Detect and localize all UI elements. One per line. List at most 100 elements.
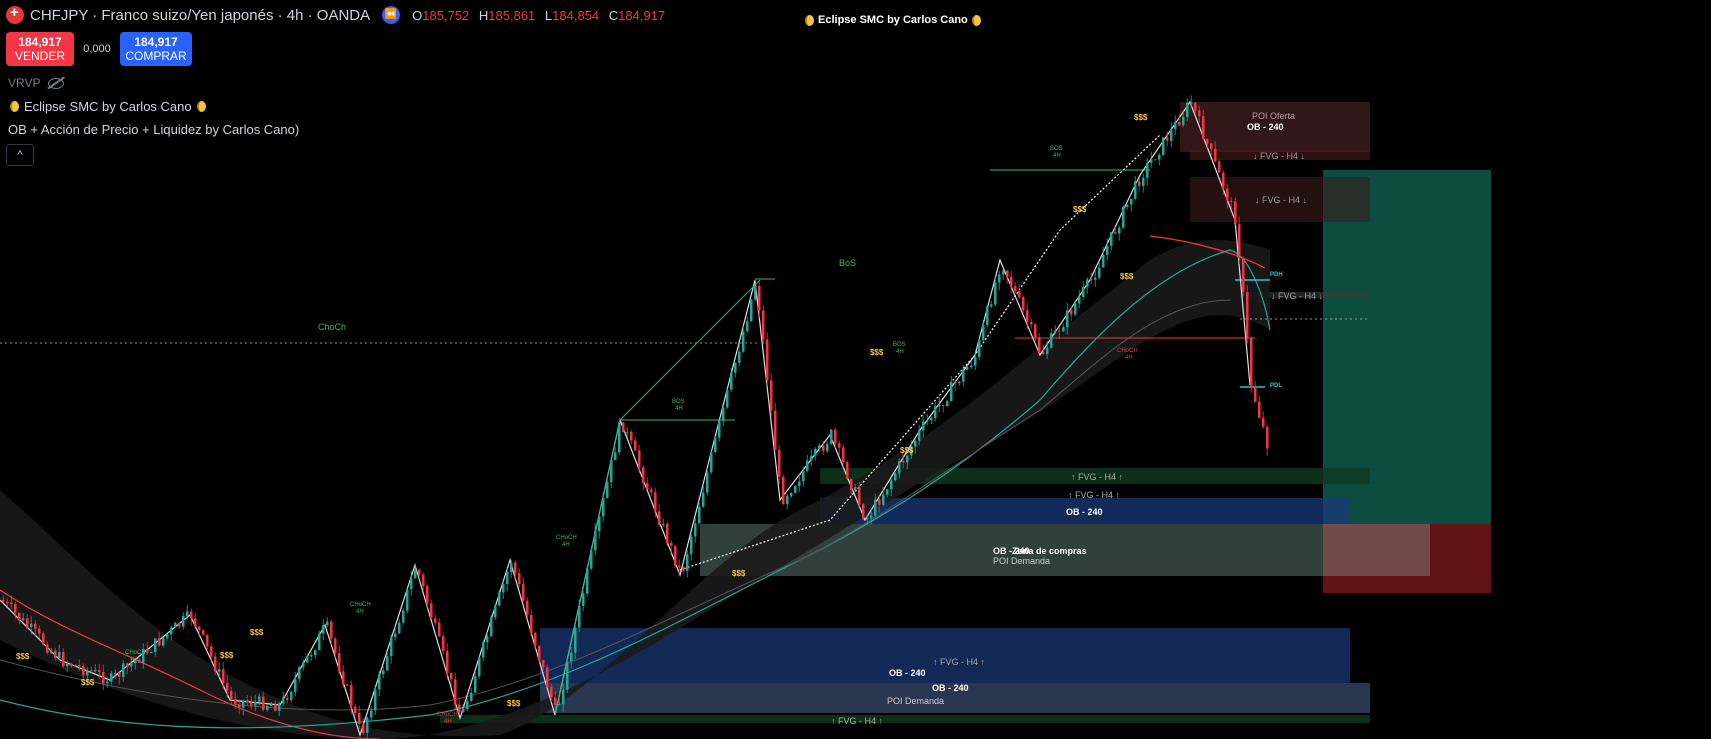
candle-body	[262, 696, 265, 711]
position-target-zone[interactable]	[1323, 170, 1491, 524]
candle-body	[1102, 254, 1105, 268]
candle-body	[1194, 102, 1197, 111]
candle-body	[434, 618, 437, 623]
candle-body	[786, 496, 789, 505]
fvg-up-label-3: ↑ FVG - H4 ↑	[933, 657, 985, 667]
candle-body	[38, 628, 41, 634]
candle-body	[274, 704, 277, 711]
candle-body	[442, 636, 445, 652]
candle-body	[694, 523, 697, 537]
candle-body	[26, 618, 29, 627]
candle-body	[34, 623, 37, 629]
candle-body	[466, 700, 469, 710]
candle-body	[862, 504, 865, 519]
candle-body	[650, 489, 653, 493]
candle-body	[566, 661, 569, 690]
ma-red	[0, 235, 1266, 739]
candle-body	[1238, 224, 1241, 258]
candle-body	[86, 670, 89, 676]
candle-body	[438, 622, 441, 637]
candle-body	[546, 667, 549, 688]
symbol-header[interactable]: CHFJPY · Franco suizo/Yen japonés · 4h ·…	[6, 4, 671, 24]
candle-body	[1026, 310, 1029, 322]
candle-body	[954, 382, 957, 384]
trade-panel: 184,917 VENDER 0,000 184,917 COMPRAR	[6, 32, 192, 66]
ohlc-open-label: O	[412, 7, 423, 23]
candle-body	[18, 612, 21, 621]
liquidity-label-11: $$$	[507, 699, 521, 708]
collapse-legend-button[interactable]: ^	[6, 144, 34, 166]
candle-body	[6, 601, 9, 603]
candle-body	[294, 678, 297, 692]
candle-body	[1018, 291, 1021, 298]
ob-240-top-label: OB - 240	[1247, 122, 1284, 132]
candle-body	[490, 617, 493, 637]
candle-body	[886, 489, 889, 495]
sell-button[interactable]: 184,917 VENDER	[6, 32, 74, 66]
candle-body	[806, 460, 809, 471]
candle-body	[1214, 148, 1217, 162]
ma-gray	[0, 299, 1231, 711]
candle-body	[402, 610, 405, 623]
ob-indicator-label[interactable]: OB + Acción de Precio + Liquidez by Carl…	[8, 122, 300, 137]
candle-body	[1142, 177, 1145, 186]
candle-body	[242, 700, 245, 708]
ohlc-high-label: H	[478, 7, 489, 23]
eclipse-indicator-label[interactable]: Eclipse SMC by Carlos Cano	[24, 99, 192, 114]
fvg-down-label-3: ↓ FVG - H4 ↓	[1271, 291, 1323, 301]
candle-body	[406, 589, 409, 611]
candle-body	[538, 645, 541, 661]
eclipse-indicator[interactable]: Eclipse SMC by Carlos Cano	[10, 99, 206, 114]
moon-icon	[196, 101, 206, 112]
candle-body	[258, 696, 261, 702]
candle-body	[550, 687, 553, 698]
candle-body	[794, 485, 797, 493]
candle-body	[906, 455, 909, 463]
vrvp-indicator[interactable]: VRVP	[8, 76, 65, 90]
candle-body	[422, 574, 425, 587]
candle-body	[762, 310, 765, 340]
ob-indicator[interactable]: OB + Acción de Precio + Liquidez by Carl…	[8, 122, 299, 137]
candle-body	[198, 626, 201, 631]
symbol-title[interactable]: CHFJPY · Franco suizo/Yen japonés · 4h ·…	[30, 6, 371, 24]
candle-body	[590, 550, 593, 569]
replay-icon[interactable]: ⏪	[382, 6, 401, 24]
choch-4h-red-bottom-2: 4H	[444, 719, 452, 725]
candle-body	[678, 565, 681, 568]
candle-body	[214, 656, 217, 672]
buy-button[interactable]: 184,917 COMPRAR	[120, 32, 192, 66]
candle-body	[1202, 116, 1205, 140]
candle-body	[42, 633, 45, 645]
candle-body	[642, 467, 645, 484]
liquidity-label-6: $$$	[732, 569, 746, 578]
candle-body	[742, 331, 745, 352]
candle-body	[10, 602, 13, 605]
candle-body	[518, 573, 521, 585]
fvg-up-zone-2	[440, 715, 1370, 723]
candle-body	[738, 351, 741, 363]
hidden-eye-icon[interactable]	[48, 77, 65, 89]
candle-body	[674, 545, 677, 566]
candle-body	[30, 623, 33, 627]
candle-body	[866, 518, 869, 520]
ob-240-low-label-1: OB - 240	[889, 668, 926, 678]
candle-body	[1122, 206, 1125, 228]
bos-4h-label-bottom-2: 4H	[896, 349, 904, 355]
buy-label: COMPRAR	[125, 49, 187, 63]
candle-body	[1082, 286, 1085, 297]
candle-body	[1058, 330, 1061, 332]
candle-body	[1126, 204, 1129, 207]
candle-body	[146, 649, 149, 653]
trend-green	[554, 279, 761, 716]
candle-body	[1190, 102, 1193, 104]
position-stop-zone[interactable]	[1323, 524, 1491, 593]
candle-body	[1002, 270, 1005, 275]
candle-body	[990, 304, 993, 307]
candle-body	[614, 452, 617, 461]
candle-body	[426, 586, 429, 604]
candle-body	[1030, 321, 1033, 325]
vrvp-label[interactable]: VRVP	[8, 76, 41, 90]
candle-body	[318, 633, 321, 651]
candle-body	[1054, 330, 1057, 334]
